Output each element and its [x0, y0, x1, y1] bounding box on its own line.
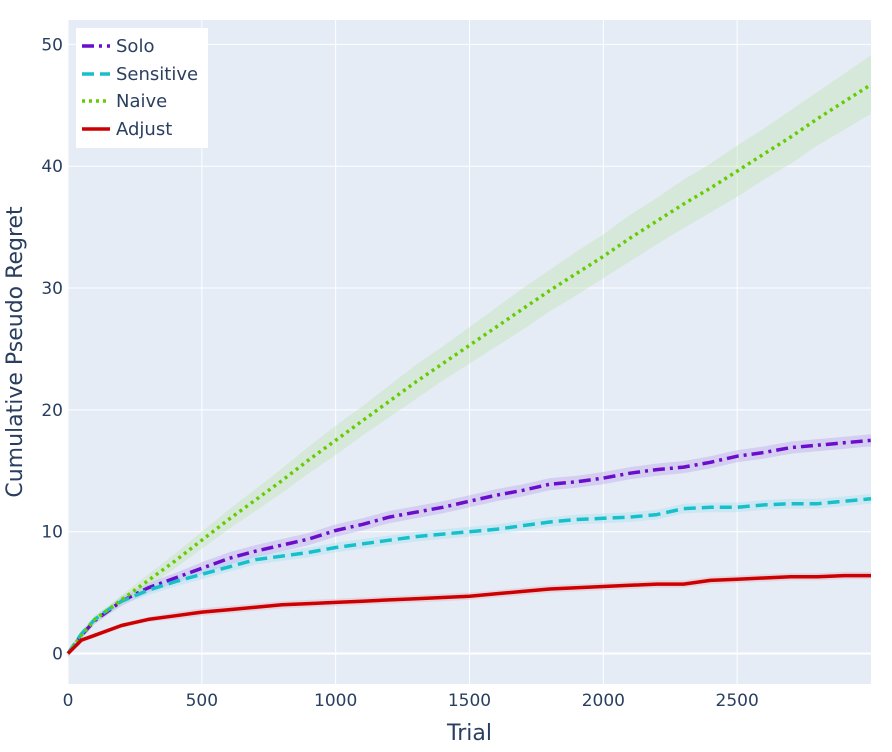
series-line-sensitive — [66, 497, 872, 655]
legend-label-adjust: Adjust — [116, 119, 172, 140]
y-tick-label: 30 — [41, 279, 63, 299]
y-axis-title: Cumulative Pseudo Regret — [3, 206, 28, 498]
legend-label-naive: Naive — [116, 91, 167, 112]
confidence-bands — [68, 55, 871, 658]
series-line-adjust — [66, 573, 871, 655]
legend-item-solo[interactable]: Solo — [82, 36, 154, 57]
x-tick-label: 1000 — [314, 691, 357, 711]
y-tick-label: 10 — [41, 523, 63, 543]
y-tick-label: 50 — [41, 35, 63, 55]
legend-item-adjust[interactable]: Adjust — [82, 119, 172, 140]
y-tick-label: 0 — [52, 645, 63, 665]
x-tick-label: 0 — [63, 691, 74, 711]
series-line-solo — [66, 438, 872, 655]
x-tick-label: 2500 — [716, 691, 759, 711]
grid-lines — [67, 20, 871, 684]
x-tick-label: 1500 — [448, 691, 491, 711]
legend[interactable]: Solo Sensitive Naive Adjust — [76, 28, 208, 148]
x-tick-label: 500 — [186, 691, 218, 711]
tick-labels: 0 500 1000 1500 2000 2500 0 10 20 30 40 50 — [41, 35, 758, 711]
y-tick-label: 40 — [41, 157, 63, 177]
y-tick-label: 20 — [41, 401, 63, 421]
band-adjust — [68, 571, 871, 656]
legend-item-naive[interactable]: Naive — [82, 91, 167, 112]
x-axis-title: Trial — [446, 721, 492, 746]
x-tick-label: 2000 — [582, 691, 625, 711]
series-line-naive — [66, 83, 872, 655]
legend-label-sensitive: Sensitive — [116, 64, 198, 85]
band-naive — [68, 55, 871, 655]
series-lines — [66, 83, 872, 655]
legend-item-sensitive[interactable]: Sensitive — [82, 64, 198, 85]
legend-label-solo: Solo — [116, 36, 154, 57]
